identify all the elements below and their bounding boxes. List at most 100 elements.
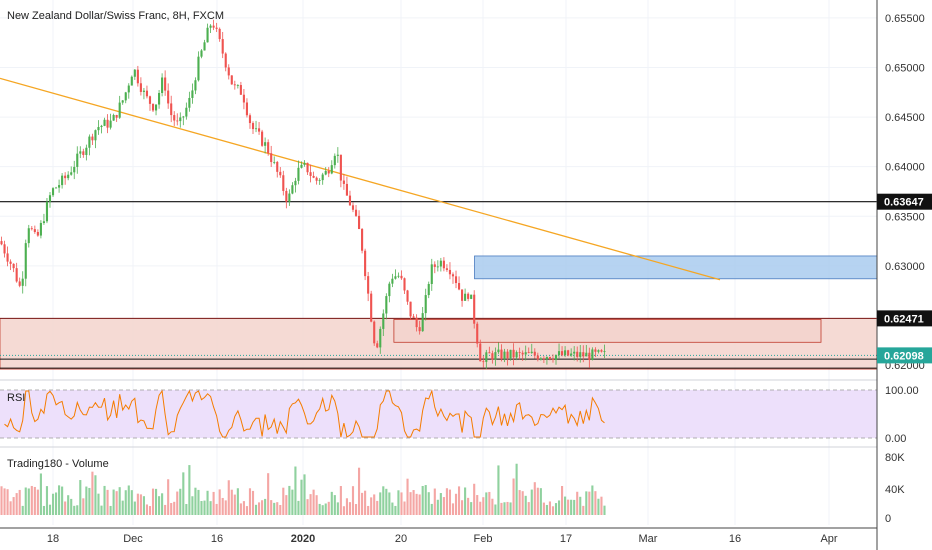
- candle-body: [476, 323, 479, 344]
- candle-body: [579, 352, 582, 357]
- candle-body: [406, 290, 409, 302]
- volume-bar: [61, 486, 64, 515]
- candle-body: [161, 77, 164, 93]
- candle-body: [318, 180, 321, 181]
- candle-body: [21, 278, 24, 286]
- volume-bar: [161, 493, 164, 515]
- volume-bar: [288, 485, 291, 515]
- volume-bar: [494, 504, 497, 515]
- volume-bar: [294, 466, 297, 515]
- candle-body: [348, 195, 352, 206]
- volume-bar: [373, 494, 376, 515]
- volume-bar: [297, 500, 300, 515]
- volume-bar: [191, 496, 194, 515]
- volume-bar: [251, 490, 255, 515]
- candle-body: [457, 283, 461, 290]
- candle-body: [497, 349, 500, 353]
- volume-bar: [258, 502, 261, 515]
- volume-title: Trading180 - Volume: [7, 458, 109, 470]
- candle-body: [58, 185, 61, 188]
- candle-body: [88, 136, 91, 148]
- volume-bar: [188, 465, 191, 515]
- volume-bar: [457, 486, 461, 515]
- volume-bar: [539, 488, 542, 515]
- candle-body: [357, 215, 361, 230]
- volume-bar: [500, 502, 503, 515]
- volume-bar: [533, 482, 536, 515]
- candle-body: [391, 278, 394, 284]
- volume-bar: [64, 501, 67, 515]
- candle-body: [154, 104, 158, 111]
- volume-bar: [348, 502, 352, 515]
- volume-bar: [585, 491, 588, 515]
- candle-body: [167, 90, 170, 104]
- volume-bar: [15, 493, 18, 515]
- volume-bar: [94, 475, 97, 515]
- candle-body: [230, 75, 233, 85]
- candle-body: [82, 151, 85, 155]
- candle-body: [430, 264, 433, 285]
- volume-bar: [330, 491, 333, 515]
- candle-body: [370, 293, 373, 322]
- candle-body: [521, 352, 524, 355]
- volume-bar: [21, 505, 24, 515]
- candle-body: [6, 253, 9, 262]
- volume-bar: [282, 487, 285, 515]
- volume-bar: [603, 505, 606, 515]
- volume-bar: [418, 494, 421, 515]
- candle-body: [397, 275, 400, 277]
- volume-bar: [370, 497, 373, 515]
- candle-body: [139, 83, 142, 92]
- candle-body: [503, 351, 506, 360]
- volume-bar: [600, 496, 603, 515]
- volume-bar: [421, 485, 424, 515]
- volume-bar: [248, 488, 252, 515]
- candle-body: [461, 289, 464, 301]
- volume-bar: [270, 500, 273, 515]
- volume-bar: [448, 489, 452, 515]
- time-tick-label: 18: [47, 533, 59, 545]
- candle-body: [294, 180, 297, 186]
- time-tick-label: Feb: [474, 533, 493, 545]
- volume-bar: [106, 489, 109, 515]
- volume-bar: [12, 497, 15, 515]
- volume-bar: [291, 489, 294, 515]
- volume-bar: [261, 500, 264, 515]
- candle-body: [594, 349, 597, 352]
- candle-body: [142, 90, 145, 92]
- volume-bar: [424, 485, 427, 515]
- candle-body: [124, 92, 127, 101]
- volume-bar: [351, 486, 355, 515]
- volume-bar: [542, 502, 545, 515]
- candle-body: [491, 353, 494, 360]
- candle-body: [533, 351, 536, 356]
- candle-body: [188, 97, 191, 108]
- volume-bar: [327, 501, 330, 515]
- rsi-tick-label: 100.00: [885, 385, 919, 397]
- volume-bar: [164, 504, 167, 515]
- candle-body: [412, 316, 415, 318]
- candle-body: [179, 117, 182, 122]
- volume-bar: [33, 486, 36, 515]
- price-pane[interactable]: [0, 0, 878, 525]
- candle-body: [224, 53, 227, 68]
- candle-body: [436, 266, 439, 268]
- candle-body: [439, 260, 442, 267]
- candle-body: [597, 350, 600, 352]
- candle-body: [400, 275, 403, 279]
- rsi-line: [4, 389, 605, 438]
- trendline: [0, 77, 721, 281]
- volume-bar: [203, 500, 206, 515]
- volume-bar: [464, 487, 467, 515]
- candle-body: [100, 125, 103, 128]
- candle-body: [151, 103, 155, 111]
- volume-bar: [470, 502, 473, 515]
- volume-bar: [51, 493, 55, 515]
- volume-bar: [467, 497, 470, 515]
- volume-pane[interactable]: [0, 446, 877, 515]
- volume-bar: [45, 486, 49, 515]
- rsi-pane[interactable]: [0, 379, 877, 439]
- resistance-badge: [877, 193, 932, 210]
- volume-tick-label: 80K: [885, 452, 905, 464]
